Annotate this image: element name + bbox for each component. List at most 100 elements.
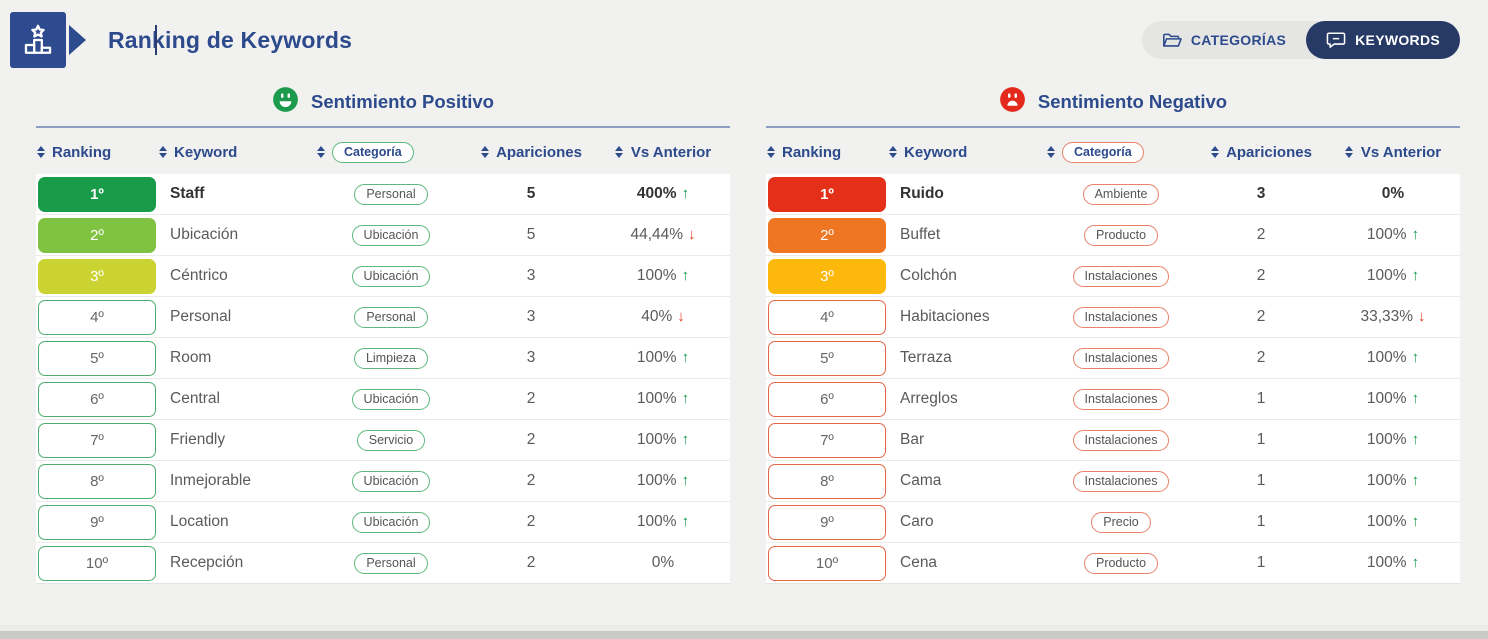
vs-anterior-cell: 100%↑	[596, 267, 730, 285]
negative-table-body: 1º Ruido Ambiente 3 0% 2º Buffet Product…	[766, 174, 1460, 584]
category-pill: Ubicación	[352, 471, 431, 492]
vs-anterior-cell: 100%↑	[596, 472, 730, 490]
categoria-header-pill: Categoría	[1062, 142, 1144, 163]
vs-anterior-value: 100%	[637, 390, 677, 407]
apariciones-cell: 1	[1196, 554, 1326, 572]
vs-anterior-value: 0%	[1382, 185, 1404, 202]
vs-anterior-value: 100%	[1367, 349, 1407, 366]
keyword-cell: Room	[158, 349, 316, 367]
page-title-text: Ranking de Keywords	[108, 27, 352, 53]
trend-arrow-icon: ↑	[1412, 513, 1420, 530]
apariciones-cell: 2	[466, 431, 596, 449]
apariciones-cell: 2	[466, 554, 596, 572]
sort-icon	[1046, 146, 1055, 158]
trend-arrow-icon: ↑	[1412, 349, 1420, 366]
sort-icon	[36, 146, 45, 158]
category-pill: Ubicación	[352, 225, 431, 246]
positive-sentiment-panel: Sentimiento Positivo Ranking Keyword Cat…	[36, 80, 730, 584]
sort-icon	[480, 146, 489, 158]
table-row: 1º Staff Personal 5 400%↑	[36, 174, 730, 215]
categorias-button[interactable]: CATEGORÍAS	[1142, 21, 1306, 59]
trend-arrow-icon: ↑	[1412, 226, 1420, 243]
category-pill: Instalaciones	[1073, 307, 1170, 328]
keywords-label: KEYWORDS	[1355, 32, 1440, 48]
rank-badge: 8º	[768, 464, 886, 499]
category-pill: Personal	[354, 307, 427, 328]
keywords-button[interactable]: KEYWORDS	[1306, 21, 1460, 59]
vs-anterior-cell: 100%↑	[596, 431, 730, 449]
table-row: 1º Ruido Ambiente 3 0%	[766, 174, 1460, 215]
sort-icon	[1210, 146, 1219, 158]
column-header-keyword[interactable]: Keyword	[888, 144, 1046, 161]
vs-anterior-cell: 0%	[596, 554, 730, 572]
apariciones-cell: 1	[1196, 472, 1326, 490]
table-row: 4º Habitaciones Instalaciones 2 33,33%↓	[766, 297, 1460, 338]
apariciones-cell: 3	[466, 308, 596, 326]
table-row: 5º Room Limpieza 3 100%↑	[36, 338, 730, 379]
category-pill: Producto	[1084, 553, 1158, 574]
keyword-cell: Arreglos	[888, 390, 1046, 408]
table-row: 2º Ubicación Ubicación 5 44,44%↓	[36, 215, 730, 256]
trend-arrow-icon: ↑	[682, 349, 690, 366]
table-row: 10º Cena Producto 1 100% ↑	[766, 543, 1460, 584]
rank-badge: 6º	[38, 382, 156, 417]
column-header-apariciones[interactable]: Apariciones	[1196, 144, 1326, 161]
rank-badge: 3º	[38, 259, 156, 294]
category-pill: Personal	[354, 184, 427, 205]
vs-anterior-value: 400%	[637, 185, 677, 202]
keyword-cell: Habitaciones	[888, 308, 1046, 326]
vs-anterior-value: 100%	[1367, 267, 1407, 284]
rank-badge: 4º	[768, 300, 886, 335]
apariciones-cell: 1	[1196, 513, 1326, 531]
table-row: 7º Bar Instalaciones 1 100%↑	[766, 420, 1460, 461]
apariciones-cell: 3	[466, 267, 596, 285]
apariciones-cell: 5	[466, 226, 596, 244]
table-row: 8º Inmejorable Ubicación 2 100%↑	[36, 461, 730, 502]
trend-arrow-icon: ↑	[682, 390, 690, 407]
category-pill: Ubicación	[352, 266, 431, 287]
apariciones-cell: 1	[1196, 431, 1326, 449]
column-header-vs-anterior[interactable]: Vs Anterior	[1326, 144, 1460, 161]
column-header-keyword[interactable]: Keyword	[158, 144, 316, 161]
rank-badge: 10º	[768, 546, 886, 581]
trend-arrow-icon: ↑	[1412, 554, 1420, 571]
speech-bubble-icon	[1326, 31, 1346, 49]
keyword-cell: Colchón	[888, 267, 1046, 285]
column-header-ranking[interactable]: Ranking	[766, 144, 888, 161]
apariciones-cell: 2	[1196, 308, 1326, 326]
horizontal-scrollbar[interactable]	[0, 631, 1488, 639]
column-header-apariciones[interactable]: Apariciones	[466, 144, 596, 161]
text-cursor	[155, 25, 157, 55]
table-row: 9º Caro Precio 1 100%↑	[766, 502, 1460, 543]
vs-anterior-value: 100%	[637, 431, 677, 448]
keyword-cell: Cena	[888, 554, 1046, 572]
rank-badge: 2º	[768, 218, 886, 253]
trend-arrow-icon: ↑	[1412, 431, 1420, 448]
app-logo	[10, 12, 86, 68]
vs-anterior-value: 33,33%	[1360, 308, 1413, 325]
smiley-happy-icon	[272, 86, 299, 118]
trend-arrow-icon: ↓	[677, 308, 685, 325]
category-pill: Ubicación	[352, 512, 431, 533]
keyword-cell: Cama	[888, 472, 1046, 490]
rank-badge: 6º	[768, 382, 886, 417]
apariciones-cell: 2	[1196, 267, 1326, 285]
category-pill: Instalaciones	[1073, 471, 1170, 492]
column-header-categoria[interactable]: Categoría	[1046, 142, 1196, 163]
vs-anterior-cell: 100% ↑	[1326, 349, 1460, 367]
keyword-cell: Buffet	[888, 226, 1046, 244]
keyword-cell: Central	[158, 390, 316, 408]
category-pill: Producto	[1084, 225, 1158, 246]
vs-anterior-value: 100%	[1367, 554, 1407, 571]
column-header-ranking[interactable]: Ranking	[36, 144, 158, 161]
rank-badge: 7º	[768, 423, 886, 458]
keyword-cell: Ubicación	[158, 226, 316, 244]
column-header-categoria[interactable]: Categoría	[316, 142, 466, 163]
rank-badge: 3º	[768, 259, 886, 294]
trend-arrow-icon: ↑	[1412, 390, 1420, 407]
column-header-vs-anterior[interactable]: Vs Anterior	[596, 144, 730, 161]
vs-anterior-value: 100%	[1367, 226, 1407, 243]
table-row: 3º Céntrico Ubicación 3 100%↑	[36, 256, 730, 297]
rank-badge: 1º	[768, 177, 886, 212]
trend-arrow-icon: ↑	[682, 267, 690, 284]
